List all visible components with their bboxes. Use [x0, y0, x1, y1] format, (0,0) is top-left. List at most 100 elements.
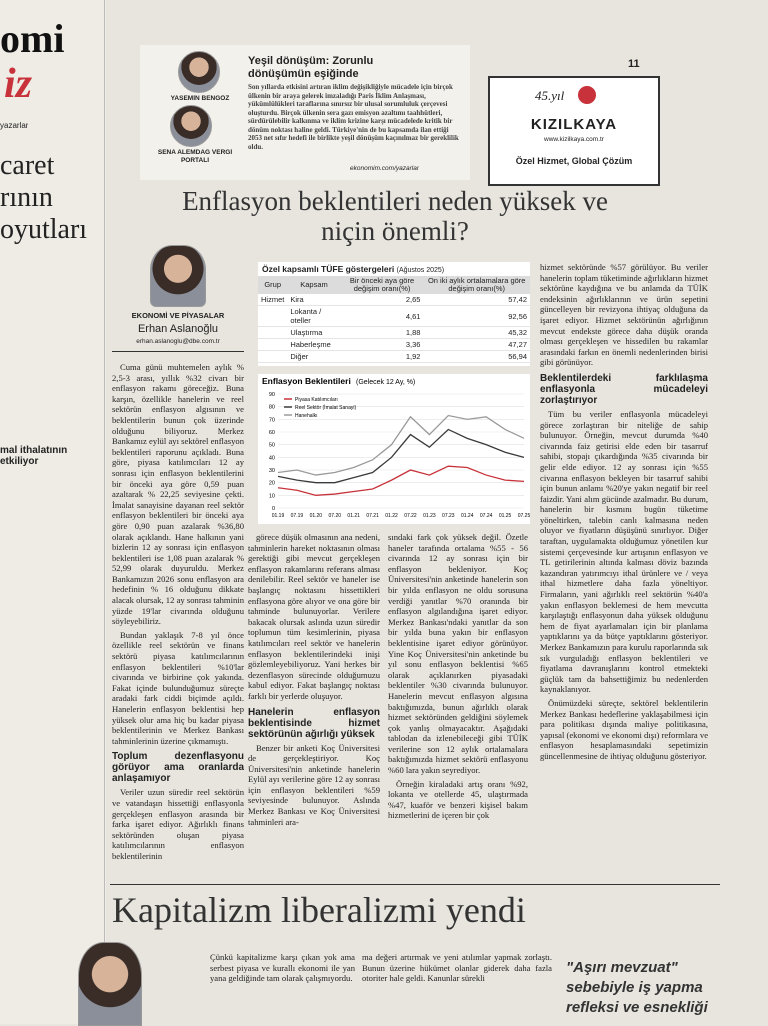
- paragraph: sındaki fark çok yüksek değil. Özetle ha…: [388, 532, 528, 776]
- page-number: 11: [628, 58, 640, 70]
- bottom-title: Kapitalizm liberalizmi yendi: [112, 890, 526, 930]
- table-cell: 3,36: [340, 338, 424, 351]
- y-tick-label: 10: [269, 493, 275, 499]
- table-cell: 47,27: [423, 338, 530, 351]
- table-cell: 45,32: [423, 326, 530, 339]
- table-header: Grup: [258, 276, 288, 294]
- article-email: erhan.aslanoglu@dbe.com.tr: [136, 338, 220, 345]
- article-column: görece düşük olmasının ana nedeni, tahmi…: [248, 532, 380, 877]
- paragraph: Cuma günü muhtemelen aylık % 2,5-3 arası…: [112, 362, 244, 627]
- paragraph: Bundan yaklaşık 7-8 yıl önce özellikle r…: [112, 629, 244, 746]
- table-row: Hizmet Kira 2,65 57,42: [258, 294, 530, 306]
- table-subtitle: (Ağustos 2025): [396, 267, 445, 274]
- series-line: [277, 428, 525, 484]
- table-cell: Lokanta / oteller: [287, 305, 341, 327]
- table-cell: [258, 326, 288, 339]
- table-cell: 1,88: [340, 326, 424, 339]
- article-author: Erhan Aslanoğlu: [137, 323, 219, 335]
- y-tick-label: 90: [269, 392, 275, 398]
- x-tick-label: 01.21: [347, 513, 360, 519]
- table-cell: 1,92: [340, 350, 424, 363]
- table-header-row: Grup Kapsam Bir önceki aya göre değişim or…: [258, 276, 530, 294]
- paragraph: Benzer bir anketi Koç Üniversitesi de ge…: [248, 742, 380, 827]
- headline-line: rının: [0, 182, 53, 213]
- x-tick-label: 07.20: [329, 513, 342, 519]
- subhead-fragment: mal ithalatının etkiliyor: [0, 445, 68, 467]
- advertisement: 45.yıl KIZILKAYA www.kizilkaya.com.tr Öz…: [488, 76, 660, 186]
- article-column: hizmet sektöründe %57 görülüyor. Bu veri…: [540, 262, 708, 877]
- author-photo: [150, 245, 206, 307]
- masthead-fragment: iz: [4, 61, 33, 107]
- column-rule: [104, 0, 105, 1024]
- headline-line: caret: [0, 150, 55, 181]
- table-row: Haberleşme 3,36 47,27: [258, 338, 530, 351]
- legend-label: Piyasa Katılımcıları: [295, 397, 338, 403]
- x-tick-label: 07.19: [291, 513, 304, 519]
- ad-url: www.kizilkaya.com.tr: [544, 136, 604, 143]
- y-tick-label: 80: [269, 405, 275, 411]
- x-tick-label: 01.20: [310, 513, 323, 519]
- article-section: EKONOMİ VE PİYASALAR: [131, 311, 225, 320]
- masthead-link: yazarlar: [0, 121, 29, 130]
- left-strip: omi iz yazarlar caret rının oyutları mal…: [0, 0, 106, 1024]
- paragraph: hizmet sektöründe %57 görülüyor. Bu veri…: [540, 262, 708, 368]
- y-tick-label: 20: [269, 481, 275, 487]
- pull-quote: "Aşırı mevzuat" sebebiyle iş yapma refle…: [566, 959, 708, 1016]
- table-header: Bir önceki aya göre değişim oranı(%): [340, 276, 424, 294]
- table-body: Hizmet Kira 2,65 57,42 Lokanta / oteller 4,61…: [258, 294, 530, 363]
- series-line: [277, 465, 525, 496]
- table-cell: Diğer: [287, 350, 341, 363]
- subheading: Toplum dezenflasyonu görüyor ama oranlar…: [112, 751, 244, 785]
- chart-title: Enflasyon Beklentileri: [262, 376, 351, 386]
- bottom-column: ma değeri artırmak ve yeni atılımlar yap…: [362, 952, 552, 984]
- chart: Enflasyon Beklentileri (Gelecek 12 Ay, %…: [262, 376, 530, 519]
- table-header: On iki aylık ortalamalara göre değişim o…: [423, 276, 530, 294]
- y-tick-label: 40: [269, 455, 275, 461]
- table-cell: 4,61: [340, 305, 424, 327]
- y-tick-label: 50: [269, 443, 275, 449]
- x-tick-label: 07.21: [366, 513, 379, 519]
- y-tick-label: 70: [269, 417, 275, 423]
- x-tick-label: 01.25: [499, 513, 512, 519]
- table-cell: Haberleşme: [287, 338, 341, 351]
- ad-brand: KIZILKAYA: [530, 116, 618, 133]
- legend-label: Hanehalkı: [295, 413, 318, 419]
- y-tick-label: 60: [269, 430, 275, 436]
- table-cell: [258, 350, 288, 363]
- article-column: sındaki fark çok yüksek değil. Özetle ha…: [388, 532, 528, 877]
- series-line: [277, 414, 525, 476]
- ad-years: 45.yıl: [535, 88, 565, 103]
- paragraph: görece düşük olmasının ana nedeni, tahmi…: [248, 532, 380, 701]
- x-tick-label: 01.19: [272, 513, 285, 519]
- table-cell: [258, 305, 288, 327]
- table-header: Kapsam: [287, 276, 341, 294]
- author-photo: [170, 105, 212, 147]
- table-cell: Hizmet: [258, 294, 288, 306]
- promo-url: ekonomim.com/yazarlar: [350, 165, 419, 172]
- headline-line: oyutları: [0, 214, 88, 245]
- paragraph: Veriler uzun süredir reel sektörün ve va…: [112, 787, 244, 861]
- subheading: Hanelerin enflasyon beklentisinde hizmet…: [248, 706, 380, 740]
- x-tick-label: 07.23: [442, 513, 455, 519]
- promo-author: YASEMİN BENGÖZ: [170, 95, 230, 102]
- subheading: Beklentilerdeki farklılaşma enflasyonla …: [540, 372, 708, 406]
- table-row: Lokanta / oteller 4,61 92,56: [258, 305, 530, 327]
- x-tick-label: 01.22: [385, 513, 398, 519]
- author-photo: [78, 942, 142, 1026]
- table-cell: [258, 338, 288, 351]
- promo-title: Yeşil dönüşüm: Zorunlu dönüşümün eşiğind…: [248, 55, 374, 80]
- legend-label: Reel Sektör (İmalat Sanayi): [295, 404, 356, 411]
- table-row: Ulaştırma 1,88 45,32: [258, 326, 530, 339]
- table-box: Özel kapsamlı TÜFE göstergeleri (Ağustos…: [258, 262, 530, 366]
- data-table: Grup Kapsam Bir önceki aya göre değişim or…: [258, 276, 530, 363]
- x-tick-label: 07.22: [404, 513, 417, 519]
- headline-fragment: caret rının oyutları: [0, 150, 87, 246]
- article-title: Enflasyon beklentileri neden yüksek ve n…: [182, 186, 608, 246]
- masthead-fragment: omi: [0, 16, 65, 61]
- chart-box: Enflasyon Beklentileri (Gelecek 12 Ay, %…: [258, 374, 530, 524]
- promo-text: Son yıllarda etkisini artıran iklim deği…: [248, 83, 459, 151]
- author-box: EKONOMİ VE PİYASALAR Erhan Aslanoğlu erh…: [112, 245, 244, 355]
- paragraph: Tüm bu veriler enflasyonla mücadeleyi gö…: [540, 408, 708, 695]
- ad-slogan: Özel Hizmet, Global Çözüm: [515, 156, 633, 166]
